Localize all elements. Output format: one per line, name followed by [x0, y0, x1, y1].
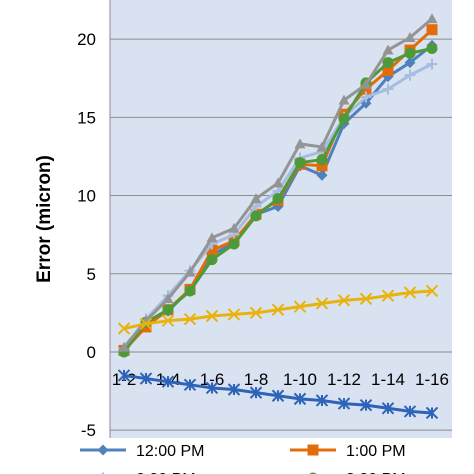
x-tick-label: 1-14 [371, 370, 405, 389]
data-point [338, 113, 350, 125]
data-point [161, 314, 175, 327]
data-point [205, 381, 219, 395]
data-point [118, 341, 130, 352]
legend-label: 12:00 PM [136, 443, 204, 460]
data-point [227, 308, 241, 321]
y-tick-label: 5 [87, 265, 96, 284]
data-point [228, 222, 240, 233]
data-point [382, 57, 394, 69]
data-point [161, 375, 175, 388]
data-point [206, 254, 218, 266]
data-point [227, 383, 241, 396]
data-point [315, 394, 329, 407]
legend-label: 1:00 PM [346, 443, 406, 460]
data-point [162, 304, 174, 316]
legend-label: 2:30 PM [136, 471, 196, 474]
data-point [381, 289, 395, 302]
y-tick-label: 10 [77, 187, 96, 206]
data-point [382, 44, 394, 55]
series-5 [117, 284, 439, 335]
data-point [316, 169, 328, 181]
data-point [271, 389, 285, 402]
data-point [184, 285, 196, 297]
data-point [250, 193, 262, 204]
data-point [271, 303, 285, 316]
data-point [360, 83, 372, 95]
data-point [425, 406, 439, 420]
y-tick-label: 20 [77, 30, 96, 49]
data-point [315, 297, 329, 310]
legend-item: 2:30 PM [102, 471, 196, 474]
data-point [338, 94, 350, 105]
y-tick-label: 15 [77, 108, 96, 127]
data-point [117, 369, 131, 382]
legend-item: 12:00 PM [80, 443, 204, 460]
data-point [382, 83, 394, 95]
data-point [359, 398, 373, 412]
data-point [183, 312, 197, 326]
legend-item: 1:00 PM [290, 443, 406, 460]
y-tick-label: 0 [87, 343, 96, 362]
data-point [360, 78, 372, 89]
data-point [184, 266, 196, 277]
x-tick-label: 1-12 [327, 370, 361, 389]
data-point [403, 286, 417, 299]
data-point [381, 402, 395, 415]
series-4 [118, 13, 438, 352]
data-point [206, 232, 218, 243]
series-6 [117, 369, 439, 420]
data-point [426, 42, 438, 54]
data-point [382, 64, 394, 76]
data-point [307, 444, 319, 456]
y-tick-label: -5 [81, 421, 96, 440]
data-point [404, 32, 416, 42]
data-point [139, 317, 153, 331]
data-point [360, 91, 372, 103]
data-point [359, 292, 373, 305]
data-point [426, 13, 438, 24]
data-point [205, 309, 219, 323]
data-point [293, 300, 307, 313]
data-point [404, 47, 416, 59]
data-point [426, 58, 438, 70]
series-3 [118, 42, 438, 358]
data-point [425, 284, 439, 298]
x-tick-label: 1-10 [283, 370, 317, 389]
data-point [206, 244, 218, 256]
y-axis-title: Error (micron) [34, 155, 55, 283]
data-point [272, 177, 284, 188]
x-tick-label: 1-8 [244, 370, 269, 389]
legend-label: 3:30 PM [346, 471, 406, 474]
data-point [183, 378, 197, 392]
data-point [249, 306, 263, 320]
data-point [337, 397, 351, 410]
data-point [97, 444, 109, 456]
data-point [404, 57, 416, 69]
data-point [404, 69, 416, 81]
data-point [249, 386, 263, 399]
data-point [316, 160, 328, 172]
x-tick-label: 1-16 [415, 370, 449, 389]
data-point [294, 157, 306, 169]
data-point [293, 392, 307, 406]
data-point [337, 294, 351, 307]
x-tick-label: 1-6 [200, 370, 225, 389]
data-point [117, 322, 131, 335]
data-point [162, 293, 174, 304]
data-point [272, 193, 284, 205]
data-point [403, 405, 417, 418]
data-point [294, 138, 306, 149]
data-point [250, 210, 262, 222]
data-point [228, 238, 240, 250]
data-point [426, 24, 438, 36]
data-point [316, 154, 328, 166]
data-point [139, 372, 153, 385]
data-point [316, 141, 328, 152]
